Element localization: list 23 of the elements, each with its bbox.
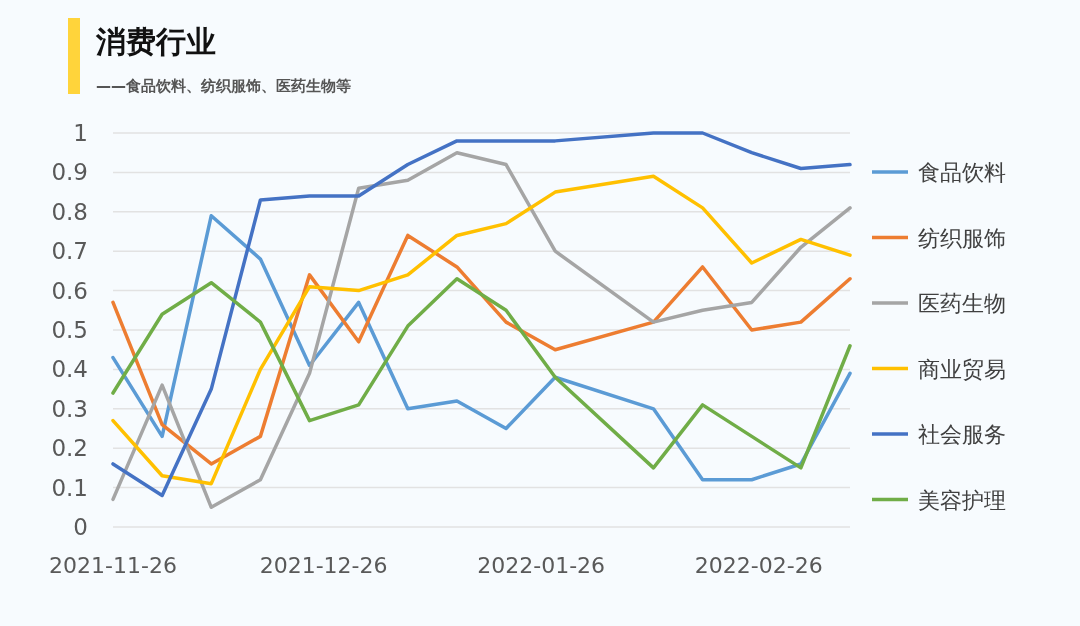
y-tick-label: 0.9 <box>51 159 88 186</box>
y-tick-label: 0 <box>73 514 88 540</box>
x-tick-label: 2022-01-26 <box>477 553 606 578</box>
legend-label: 商业贸易 <box>918 356 1006 382</box>
y-tick-label: 0.2 <box>51 435 88 462</box>
y-tick-label: 0.1 <box>51 474 88 501</box>
y-tick-label: 1 <box>73 120 88 146</box>
legend-label: 美容护理 <box>918 487 1006 513</box>
y-tick-label: 0.8 <box>51 198 88 225</box>
chart-title: 消费行业 <box>95 24 216 59</box>
y-tick-label: 0.3 <box>51 395 88 422</box>
legend-label: 纺织服饰 <box>918 225 1006 251</box>
y-tick-label: 0.5 <box>51 317 88 343</box>
y-tick-label: 0.4 <box>51 356 88 383</box>
y-tick-label: 0.6 <box>51 277 88 304</box>
x-tick-label: 2022-02-26 <box>694 553 823 578</box>
legend-label: 医药生物 <box>918 291 1006 316</box>
legend-label: 食品饮料 <box>918 160 1006 185</box>
x-tick-label: 2021-11-26 <box>49 553 177 578</box>
chart-subtitle: ——食品饮料、纺织服饰、医药生物等 <box>96 77 351 95</box>
legend-label: 社会服务 <box>918 422 1006 447</box>
x-tick-label: 2021-12-26 <box>259 553 388 578</box>
y-tick-label: 0.7 <box>51 238 88 265</box>
